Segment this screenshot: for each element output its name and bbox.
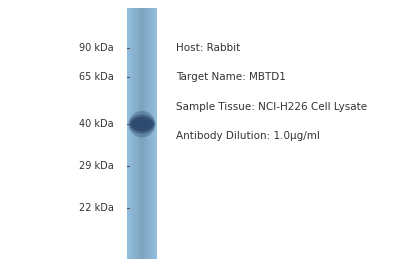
- Text: 65 kDa: 65 kDa: [79, 72, 114, 83]
- Ellipse shape: [128, 111, 156, 137]
- Text: 90 kDa: 90 kDa: [79, 43, 114, 53]
- Text: Target Name: MBTD1: Target Name: MBTD1: [176, 72, 286, 83]
- Ellipse shape: [130, 117, 154, 132]
- Text: Host: Rabbit: Host: Rabbit: [176, 43, 240, 53]
- Text: 22 kDa: 22 kDa: [79, 203, 114, 213]
- Text: 29 kDa: 29 kDa: [79, 160, 114, 171]
- Text: 40 kDa: 40 kDa: [79, 119, 114, 129]
- Text: Antibody Dilution: 1.0µg/ml: Antibody Dilution: 1.0µg/ml: [176, 131, 320, 141]
- Text: Sample Tissue: NCI-H226 Cell Lysate: Sample Tissue: NCI-H226 Cell Lysate: [176, 102, 367, 112]
- Ellipse shape: [129, 115, 155, 134]
- Ellipse shape: [132, 120, 152, 128]
